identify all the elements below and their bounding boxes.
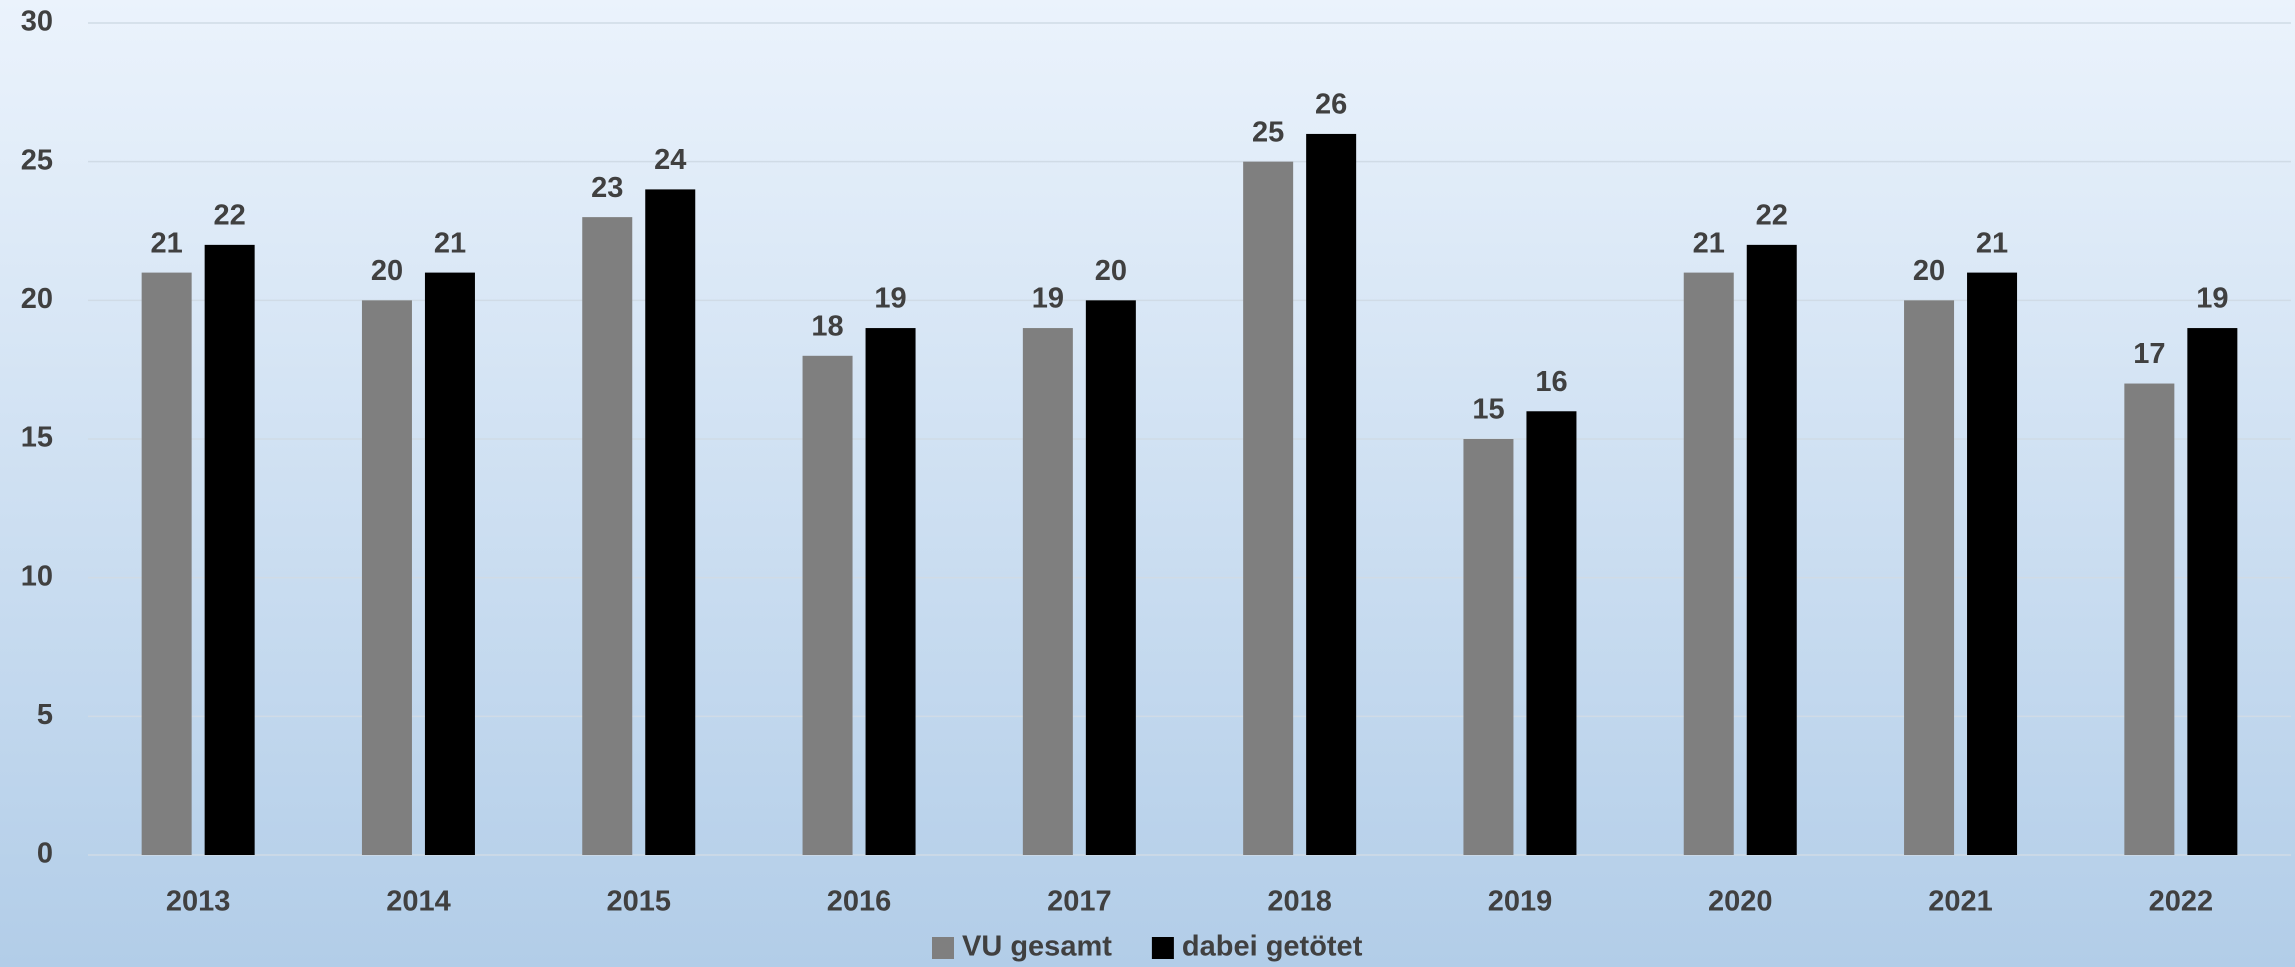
bar	[645, 189, 696, 855]
bar	[204, 244, 255, 855]
bar	[1022, 328, 1073, 856]
bar	[1085, 300, 1136, 855]
data-label: 19	[2196, 283, 2228, 315]
bar	[1306, 133, 1357, 855]
bar	[2187, 328, 2238, 856]
x-tick-label: 2014	[386, 886, 451, 918]
x-tick-label: 2015	[606, 886, 671, 918]
data-label: 25	[1252, 116, 1284, 148]
legend-label: dabei getötet	[1182, 931, 1363, 963]
bar	[1746, 244, 1797, 855]
legend-swatch	[932, 937, 954, 959]
y-tick-label: 5	[37, 699, 53, 731]
data-label: 16	[1535, 366, 1567, 398]
y-tick-label: 10	[21, 560, 53, 592]
y-tick-label: 25	[21, 144, 53, 176]
data-label: 23	[591, 172, 623, 204]
data-label: 21	[1976, 227, 2008, 259]
data-label: 19	[1032, 283, 1064, 315]
bar	[424, 272, 475, 856]
data-label: 19	[874, 283, 906, 315]
data-label: 26	[1315, 89, 1347, 121]
data-label: 18	[811, 310, 843, 342]
data-label: 20	[371, 255, 403, 287]
x-tick-label: 2020	[1708, 886, 1773, 918]
x-tick-label: 2013	[166, 886, 231, 918]
bar	[1683, 272, 1734, 856]
x-tick-label: 2021	[1928, 886, 1993, 918]
bar	[1967, 272, 2018, 856]
x-tick-label: 2018	[1267, 886, 1332, 918]
data-label: 17	[2133, 338, 2165, 370]
data-label: 20	[1913, 255, 1945, 287]
data-label: 24	[654, 144, 686, 176]
data-label: 15	[1472, 394, 1504, 426]
bar	[1526, 411, 1577, 855]
bar	[865, 328, 916, 856]
legend-label: VU gesamt	[962, 931, 1112, 963]
legend-swatch	[1151, 937, 1174, 959]
data-label: 21	[151, 227, 183, 259]
y-tick-label: 0	[37, 838, 53, 870]
data-label: 21	[434, 227, 466, 259]
y-tick-label: 20	[21, 283, 53, 315]
x-tick-label: 2022	[2149, 886, 2214, 918]
bar	[361, 300, 412, 855]
data-label: 21	[1693, 227, 1725, 259]
x-tick-label: 2017	[1047, 886, 1112, 918]
y-tick-label: 30	[21, 6, 53, 38]
bar	[1463, 439, 1514, 855]
data-label: 22	[1756, 200, 1788, 232]
data-label: 22	[214, 200, 246, 232]
bar	[582, 217, 633, 856]
data-label: 20	[1095, 255, 1127, 287]
x-tick-label: 2019	[1488, 886, 1553, 918]
bar	[802, 355, 853, 855]
bar	[2124, 383, 2175, 855]
y-tick-label: 15	[21, 422, 53, 454]
bar	[141, 272, 192, 856]
bar	[1243, 161, 1294, 855]
x-tick-label: 2016	[827, 886, 892, 918]
bar	[1904, 300, 1955, 855]
